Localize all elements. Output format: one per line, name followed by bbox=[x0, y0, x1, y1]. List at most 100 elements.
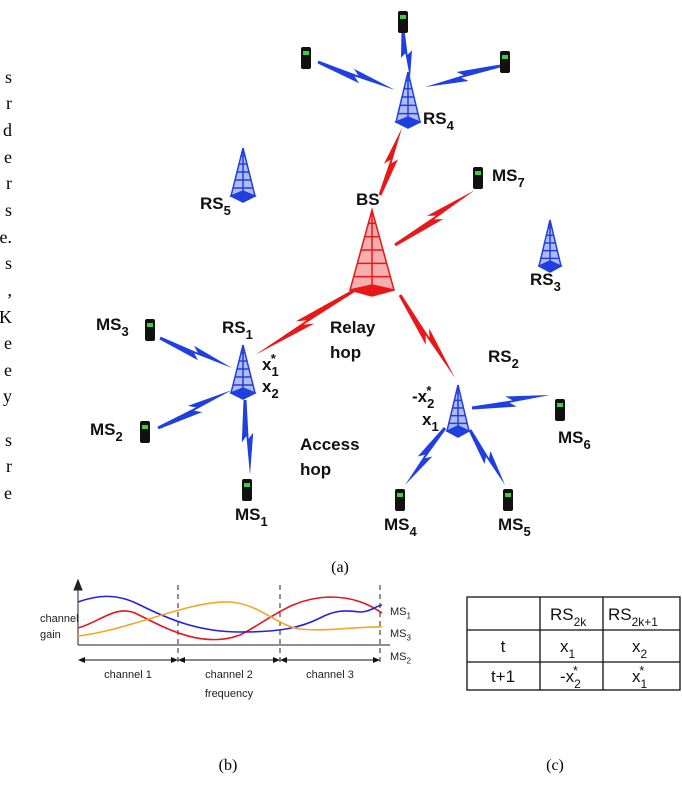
phone-screen bbox=[502, 55, 508, 59]
phone-screen bbox=[244, 483, 250, 487]
margin-text: s bbox=[5, 200, 12, 220]
link-bolt bbox=[401, 30, 412, 78]
tower bbox=[396, 72, 420, 128]
label-sub: 4 bbox=[410, 524, 418, 539]
curve-label: MS2 bbox=[390, 651, 412, 666]
label-base: RS bbox=[200, 194, 224, 213]
link-bolt bbox=[157, 390, 232, 429]
label-base: MS bbox=[498, 515, 524, 534]
hop-label: Access bbox=[300, 435, 360, 454]
label-base: RS bbox=[550, 605, 574, 624]
arrow bbox=[171, 657, 178, 663]
caption: (a) bbox=[331, 559, 349, 576]
node-label: RS3 bbox=[530, 270, 561, 294]
label-base: MS bbox=[384, 515, 410, 534]
caption: (c) bbox=[546, 757, 564, 774]
margin-text: s bbox=[5, 67, 12, 87]
phone bbox=[398, 11, 408, 33]
tower bbox=[447, 385, 469, 437]
tower bbox=[231, 345, 255, 399]
margin-text: r bbox=[6, 173, 12, 193]
label-sub: 2 bbox=[641, 647, 648, 661]
table-header: RS2k bbox=[550, 605, 587, 629]
label-sub: 5 bbox=[224, 203, 231, 218]
label-base: MS bbox=[90, 420, 116, 439]
arrow bbox=[373, 657, 380, 663]
label-sub: 2k+1 bbox=[632, 615, 659, 629]
label-sub: 3 bbox=[407, 634, 412, 643]
phone bbox=[500, 51, 510, 73]
phone bbox=[301, 47, 311, 69]
table-header: RS2k+1 bbox=[608, 605, 658, 629]
phone-screen bbox=[505, 493, 511, 497]
label-sub: 3 bbox=[554, 279, 561, 294]
tower bbox=[231, 148, 255, 202]
phone-screen bbox=[142, 425, 148, 429]
channel-label: channel 2 bbox=[205, 669, 253, 681]
gain-curve bbox=[78, 602, 382, 636]
phone-screen bbox=[147, 323, 153, 327]
label-sub: 5 bbox=[524, 524, 531, 539]
label-sub: 3 bbox=[122, 324, 129, 339]
margin-text: r bbox=[6, 456, 12, 476]
hop-label: hop bbox=[330, 343, 361, 362]
label-base: MS bbox=[390, 651, 407, 663]
label-sub: 1 bbox=[431, 419, 438, 434]
table-row-label: t bbox=[501, 637, 506, 656]
node-label: MS2 bbox=[90, 420, 123, 444]
phone bbox=[145, 319, 155, 341]
phone-screen bbox=[400, 15, 406, 19]
margin-text: e. bbox=[0, 227, 12, 247]
arrow bbox=[78, 657, 85, 663]
link-bolt bbox=[242, 400, 253, 475]
hop-label: hop bbox=[300, 460, 331, 479]
margin-text: K bbox=[0, 307, 12, 327]
margin-text: s bbox=[5, 430, 12, 450]
symbol: -x2* bbox=[412, 383, 434, 411]
phone bbox=[242, 479, 252, 501]
link-bolt bbox=[472, 395, 550, 410]
symbol: x1* bbox=[262, 351, 279, 379]
node-label: MS4 bbox=[384, 515, 418, 539]
arrow bbox=[280, 657, 287, 663]
phone bbox=[555, 399, 565, 421]
chart-b-frame bbox=[74, 580, 390, 665]
table-cell: x2 bbox=[632, 637, 648, 661]
table-cell: x1* bbox=[632, 663, 648, 691]
margin-text: s bbox=[5, 253, 12, 273]
channel-label: channel 3 bbox=[306, 669, 354, 681]
label-base: MS bbox=[390, 628, 407, 640]
node-label: MS1 bbox=[235, 505, 268, 529]
node-label: RS1 bbox=[222, 318, 253, 342]
margin-text: d bbox=[3, 120, 12, 140]
node-label: BS bbox=[356, 190, 380, 209]
figure: srderse.s,KeeysreBSRS1RS2RS3RS4RS5MS1MS2… bbox=[0, 0, 682, 791]
label-base: RS bbox=[488, 347, 512, 366]
label-sub: 1 bbox=[641, 677, 648, 691]
margin-text: e bbox=[4, 360, 12, 380]
phone-screen bbox=[303, 51, 309, 55]
label-sup: * bbox=[573, 663, 578, 678]
margin-text: y bbox=[3, 386, 12, 406]
table-row-label: t+1 bbox=[491, 667, 515, 686]
table-cell: -x2* bbox=[560, 663, 581, 691]
arrow bbox=[74, 580, 82, 590]
phone bbox=[473, 167, 483, 189]
label-base: MS bbox=[96, 315, 122, 334]
node-label: MS5 bbox=[498, 515, 531, 539]
axis-label: frequency bbox=[205, 688, 254, 700]
label-sup: * bbox=[639, 663, 644, 678]
link-bolt bbox=[318, 61, 396, 90]
label-sub: 1 bbox=[569, 647, 576, 661]
label-base: RS bbox=[222, 318, 246, 337]
label-sub: 2 bbox=[574, 677, 581, 691]
phone bbox=[140, 421, 150, 443]
node-label: RS4 bbox=[423, 109, 455, 133]
link-bolt bbox=[379, 128, 402, 196]
label-sub: 7 bbox=[518, 175, 525, 190]
link-bolt bbox=[159, 337, 232, 368]
axis-label: gain bbox=[40, 629, 61, 641]
node-label: MS7 bbox=[492, 166, 525, 190]
phone-screen bbox=[475, 171, 481, 175]
link-bolt bbox=[425, 65, 500, 87]
